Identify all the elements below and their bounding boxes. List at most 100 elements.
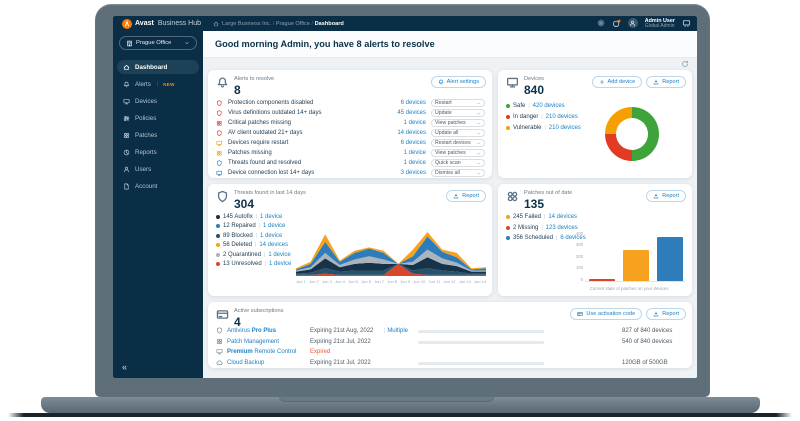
sidebar-item-account[interactable]: Account xyxy=(117,179,199,193)
patches-bar-chart: 400 300 200 100 0 xyxy=(572,231,685,282)
legend-devices-link[interactable]: 123 devices xyxy=(545,224,578,231)
x-axis-label: Jun 11 xyxy=(428,279,441,284)
alert-action-dropdown[interactable]: Update all xyxy=(431,128,485,138)
breadcrumb-item[interactable]: Large Business Inc. xyxy=(222,20,272,27)
download-icon xyxy=(653,193,659,199)
console-switch-icon[interactable] xyxy=(682,19,691,28)
alert-action-dropdown[interactable]: Dismiss all xyxy=(431,168,485,178)
legend-devices-link[interactable]: 1 device xyxy=(269,261,292,268)
whats-new-icon[interactable] xyxy=(612,19,621,28)
alert-devices-link[interactable]: 6 devices xyxy=(400,100,426,106)
legend-devices-link[interactable]: 1 device xyxy=(263,223,286,230)
sidebar-item-alerts[interactable]: Alerts | NEW xyxy=(117,77,199,91)
legend-devices-link[interactable]: 6 devices xyxy=(560,235,586,242)
legend-devices-link[interactable]: 14 devices xyxy=(259,242,289,249)
user-role: Global Admin xyxy=(644,22,675,29)
legend-devices-link[interactable]: 420 devices xyxy=(532,102,565,109)
legend-item: 56 Deleted | 14 devices xyxy=(216,241,291,251)
report-button[interactable]: Report xyxy=(646,76,686,88)
x-axis-label: Jun 5 xyxy=(348,279,358,284)
alert-devices-link[interactable]: 1 device xyxy=(403,120,426,126)
alert-devices-link[interactable]: 1 device xyxy=(403,150,426,156)
refresh-icon[interactable] xyxy=(681,60,689,68)
site-selector[interactable]: Prague Office xyxy=(119,36,197,50)
x-axis-label: Jun 12 xyxy=(443,279,456,284)
sidebar-collapse-button[interactable]: « xyxy=(122,362,128,372)
alert-action-dropdown[interactable]: View patches xyxy=(431,118,485,128)
report-button[interactable]: Report xyxy=(646,308,686,320)
legend-devices-link[interactable]: 1 device xyxy=(260,213,283,220)
legend-item: 12 Repaired | 1 device xyxy=(216,222,291,232)
card-title: Patches out of date xyxy=(524,190,573,196)
alert-devices-link[interactable]: 1 device xyxy=(403,160,426,166)
monitor-icon xyxy=(123,98,130,105)
use-activation-code-button[interactable]: Use activation code xyxy=(570,308,643,320)
chevron-down-icon xyxy=(476,131,481,136)
legend-devices-link[interactable]: 1 device xyxy=(260,232,283,239)
subscription-expiry: Expiring 21st Jul, 2022 xyxy=(310,359,371,366)
legend-label: 2 Quarantined xyxy=(223,251,262,258)
alert-devices-link[interactable]: 6 devices xyxy=(400,140,426,146)
alert-settings-button[interactable]: Alert settings xyxy=(430,76,486,88)
shield-icon xyxy=(216,327,223,334)
legend-dot xyxy=(216,224,220,229)
sidebar-item-devices[interactable]: Devices xyxy=(117,94,199,108)
subscription-name-link[interactable]: Patch Management xyxy=(227,338,280,345)
sidebar-item-policies[interactable]: Policies xyxy=(117,111,199,125)
x-axis-label: Jun 3 xyxy=(322,279,332,284)
legend-devices-link[interactable]: 1 device xyxy=(268,251,291,258)
badge-divider: | xyxy=(156,81,159,87)
sidebar-item-label: Alerts xyxy=(135,80,151,88)
area-series-autofix xyxy=(296,257,486,274)
subscription-progress-bar xyxy=(418,361,544,365)
legend-item: In danger | 210 devices xyxy=(506,111,581,122)
user-block[interactable]: Admin User Global Admin xyxy=(645,18,675,30)
report-button[interactable]: Report xyxy=(646,190,686,202)
area-series-blocked xyxy=(296,263,486,275)
alert-action-dropdown[interactable]: Restart devices xyxy=(431,138,485,148)
sidebar-item-dashboard[interactable]: Dashboard xyxy=(117,60,199,74)
legend-item: 2 Missing | 123 devices xyxy=(506,223,586,234)
legend-item: 13 Unresolved | 1 device xyxy=(216,260,291,270)
legend-devices-link[interactable]: 210 devices xyxy=(545,113,578,120)
monitor-icon xyxy=(506,76,519,97)
alert-devices-link[interactable]: 3 devices xyxy=(400,170,426,176)
legend-label: 356 Scheduled xyxy=(513,235,554,242)
monitor-icon xyxy=(216,170,223,177)
alert-action-dropdown[interactable]: Quick scan xyxy=(431,158,485,168)
subscription-multiple-link[interactable]: | Multiple xyxy=(384,328,408,334)
breadcrumb-item[interactable]: Prague Office xyxy=(275,20,310,27)
legend-dot xyxy=(216,243,220,248)
alert-devices-link[interactable]: 14 devices xyxy=(397,130,426,136)
subscription-name-link[interactable]: Cloud Backup xyxy=(227,359,265,366)
laptop-base xyxy=(41,397,760,413)
gear-icon[interactable] xyxy=(597,19,605,27)
sidebar-item-patches[interactable]: Patches xyxy=(117,128,199,142)
subscription-name-link[interactable]: Antivirus Pro Plus xyxy=(227,328,277,334)
alert-action-dropdown[interactable]: View patches xyxy=(431,148,485,158)
chevron-down-icon xyxy=(476,121,481,126)
add-device-button[interactable]: Add device xyxy=(591,76,643,88)
alert-devices-link[interactable]: 45 devices xyxy=(397,110,426,116)
bell-icon xyxy=(123,81,130,88)
x-axis-label: Jun 14 xyxy=(473,279,486,284)
alert-action-dropdown[interactable]: Restart xyxy=(431,98,485,108)
legend-label: 245 Failed xyxy=(513,214,542,221)
sidebar-item-users[interactable]: Users xyxy=(117,162,199,176)
sidebar-item-reports[interactable]: Reports xyxy=(117,145,199,159)
report-button[interactable]: Report xyxy=(446,190,486,202)
breadcrumb: Large Business Inc. / Prague Office / Da… xyxy=(213,21,344,27)
legend-devices-link[interactable]: 14 devices xyxy=(548,214,578,221)
subscription-name-link[interactable]: Premium Remote Control xyxy=(227,349,297,355)
legend-devices-link[interactable]: 210 devices xyxy=(548,124,581,131)
subscription-expiry: Expiring 21st Aug, 2022 xyxy=(310,328,374,334)
card-title: Devices xyxy=(524,76,544,82)
alert-label: Virus definitions outdated 14+ days xyxy=(228,110,322,116)
x-axis-label: Jun 7 xyxy=(374,279,384,284)
legend-separator: | xyxy=(541,224,543,231)
alert-action-dropdown[interactable]: Update xyxy=(431,108,485,118)
avatar[interactable] xyxy=(627,18,638,29)
legend-label: 13 Unresolved xyxy=(223,261,262,268)
card-title: Alerts to resolve xyxy=(234,76,275,82)
